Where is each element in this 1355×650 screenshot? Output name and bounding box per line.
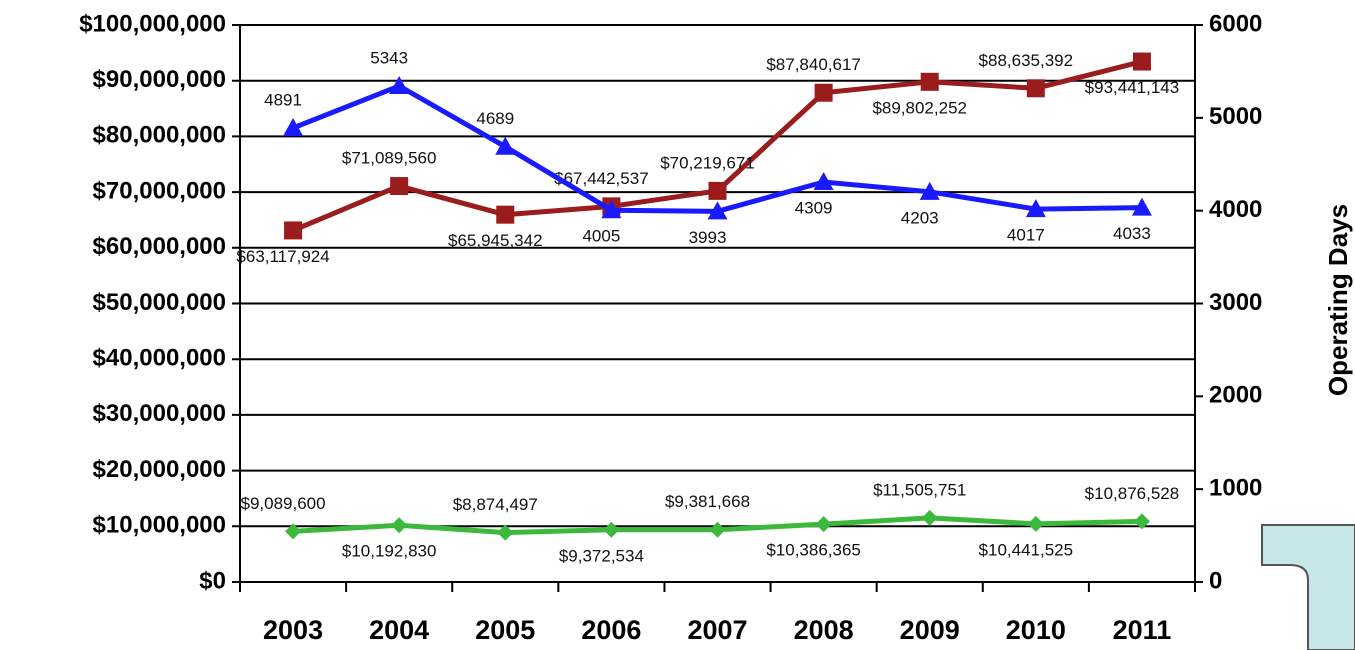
x-tick-label: 2009 [900, 615, 960, 645]
y-tick-label: $100,000,000 [79, 10, 226, 37]
data-label: 4017 [1007, 226, 1045, 245]
data-label: $70,219,671 [660, 153, 755, 172]
x-tick-label: 2004 [369, 615, 429, 645]
data-label: 4689 [476, 109, 514, 128]
y2-tick-label: 1000 [1209, 475, 1262, 502]
data-label: $71,089,560 [342, 149, 437, 168]
x-tick-label: 2006 [581, 615, 641, 645]
data-label: 4005 [582, 227, 620, 246]
marker [813, 171, 834, 190]
marker [814, 83, 833, 102]
y2-tick-label: 2000 [1209, 382, 1262, 409]
marker [1025, 199, 1046, 218]
marker [709, 521, 726, 538]
data-label: 4033 [1113, 224, 1151, 243]
marker [601, 200, 622, 219]
data-label: $10,876,528 [1085, 484, 1180, 503]
x-tick-label: 2005 [475, 615, 535, 645]
y2-tick-label: 6000 [1209, 10, 1262, 37]
data-label: $11,505,751 [873, 480, 966, 499]
data-label: $89,802,252 [872, 98, 967, 117]
y-tick-label: $0 [199, 567, 226, 594]
marker [1133, 513, 1150, 530]
marker [1026, 79, 1045, 98]
marker [497, 524, 514, 541]
marker [603, 521, 620, 538]
marker [707, 201, 728, 220]
data-label: $65,945,342 [448, 231, 543, 250]
data-label: $93,441,143 [1085, 78, 1180, 97]
marker [495, 136, 516, 155]
marker [1132, 52, 1151, 71]
x-tick-label: 2003 [263, 615, 323, 645]
y-tick-label: $20,000,000 [93, 456, 226, 483]
marker [1131, 197, 1152, 216]
data-label: $88,635,392 [979, 51, 1074, 70]
data-label: 4309 [795, 198, 833, 217]
callout-shape [1261, 524, 1355, 650]
y2-tick-label: 3000 [1209, 289, 1262, 316]
y2-tick-label: 4000 [1209, 196, 1262, 223]
marker [284, 221, 303, 240]
x-tick-label: 2010 [1006, 615, 1066, 645]
marker [496, 205, 515, 224]
data-label: 4891 [264, 90, 302, 109]
y-tick-label: $10,000,000 [93, 512, 226, 539]
x-tick-label: 2007 [687, 615, 747, 645]
marker [285, 523, 302, 540]
marker [815, 516, 832, 533]
marker [920, 72, 939, 91]
marker [919, 181, 940, 200]
marker [389, 75, 410, 94]
data-label: $9,372,534 [559, 546, 644, 565]
y-tick-label: $70,000,000 [93, 177, 226, 204]
marker [390, 177, 409, 196]
y-tick-label: $30,000,000 [93, 400, 226, 427]
y-tick-label: $50,000,000 [93, 289, 226, 316]
x-tick-label: 2011 [1113, 615, 1172, 645]
data-label: $8,874,497 [453, 495, 538, 514]
y-tick-label: $80,000,000 [93, 122, 226, 149]
data-label: 4203 [901, 208, 939, 227]
data-label: $10,192,830 [342, 542, 437, 561]
data-label: $10,441,525 [979, 540, 1074, 559]
marker [391, 517, 408, 534]
data-label: $67,442,537 [554, 169, 649, 188]
data-label: 3993 [689, 228, 727, 247]
data-label: $9,089,600 [241, 494, 326, 513]
data-label: 5343 [370, 48, 408, 67]
y2-axis-label: Operating Days [1323, 204, 1353, 396]
marker [708, 181, 727, 200]
marker [921, 509, 938, 526]
y-tick-label: $40,000,000 [93, 345, 226, 372]
y2-tick-label: 0 [1209, 567, 1222, 594]
marker [1027, 515, 1044, 532]
data-label: $87,840,617 [766, 55, 861, 74]
x-tick-label: 2008 [794, 615, 854, 645]
y-tick-label: $60,000,000 [93, 233, 226, 260]
y-tick-label: $90,000,000 [93, 66, 226, 93]
marker [283, 117, 304, 136]
data-label: $9,381,668 [665, 492, 750, 511]
data-label: $63,117,924 [236, 247, 329, 266]
y2-tick-label: 5000 [1209, 103, 1262, 130]
data-label: $10,386,365 [766, 541, 861, 560]
